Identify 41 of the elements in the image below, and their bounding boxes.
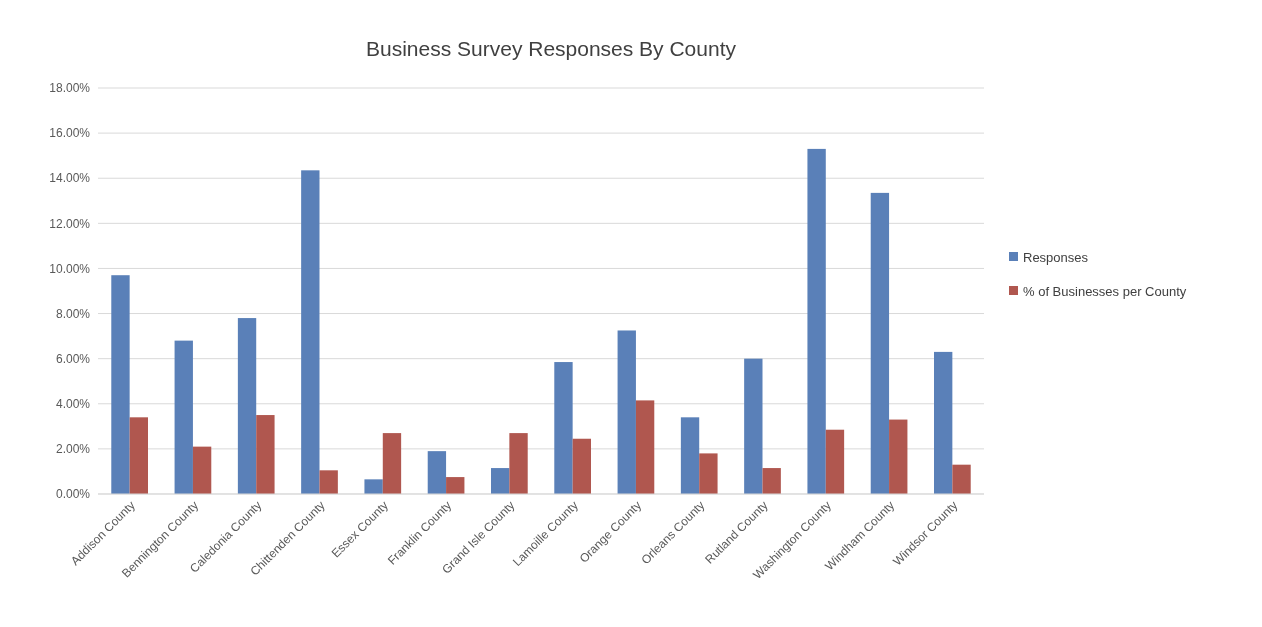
bar: [237, 318, 257, 494]
legend-label: Responses: [1023, 249, 1089, 265]
bar: [364, 479, 383, 494]
bar: [807, 148, 826, 494]
bar: [617, 330, 636, 494]
y-tick-label: 12.00%: [49, 216, 91, 231]
y-tick-label: 14.00%: [49, 171, 91, 186]
bar: [319, 470, 338, 494]
bar: [256, 415, 275, 494]
bar: [952, 464, 971, 494]
y-tick-label: 18.00%: [49, 81, 91, 96]
bar: [111, 275, 130, 494]
bar: [192, 446, 212, 494]
y-tick-label: 6.00%: [55, 351, 91, 366]
bar: [301, 170, 320, 494]
bar: [174, 340, 193, 494]
bar: [870, 192, 890, 494]
bar: [889, 419, 908, 494]
y-tick-label: 16.00%: [49, 126, 91, 141]
bar: [680, 417, 700, 494]
bar: [699, 453, 718, 494]
bar: [572, 438, 591, 494]
y-tick-label: 10.00%: [49, 261, 91, 276]
bar: [382, 433, 402, 494]
bar: [635, 400, 655, 494]
bar: [762, 468, 781, 494]
bar: [744, 358, 763, 494]
bar: [446, 477, 465, 494]
bar: [129, 417, 148, 494]
bar: [825, 429, 845, 494]
legend-label: % of Businesses per County: [1023, 283, 1187, 299]
bar: [934, 351, 953, 494]
y-tick-label: 4.00%: [55, 396, 91, 411]
chart-title: Business Survey Responses By County: [365, 37, 737, 60]
y-tick-label: 0.00%: [55, 487, 91, 502]
bar: [509, 433, 528, 494]
bar: [491, 468, 510, 494]
y-tick-label: 8.00%: [55, 306, 91, 321]
y-tick-label: 2.00%: [55, 442, 91, 457]
bar: [427, 451, 447, 494]
bar: [554, 362, 573, 494]
